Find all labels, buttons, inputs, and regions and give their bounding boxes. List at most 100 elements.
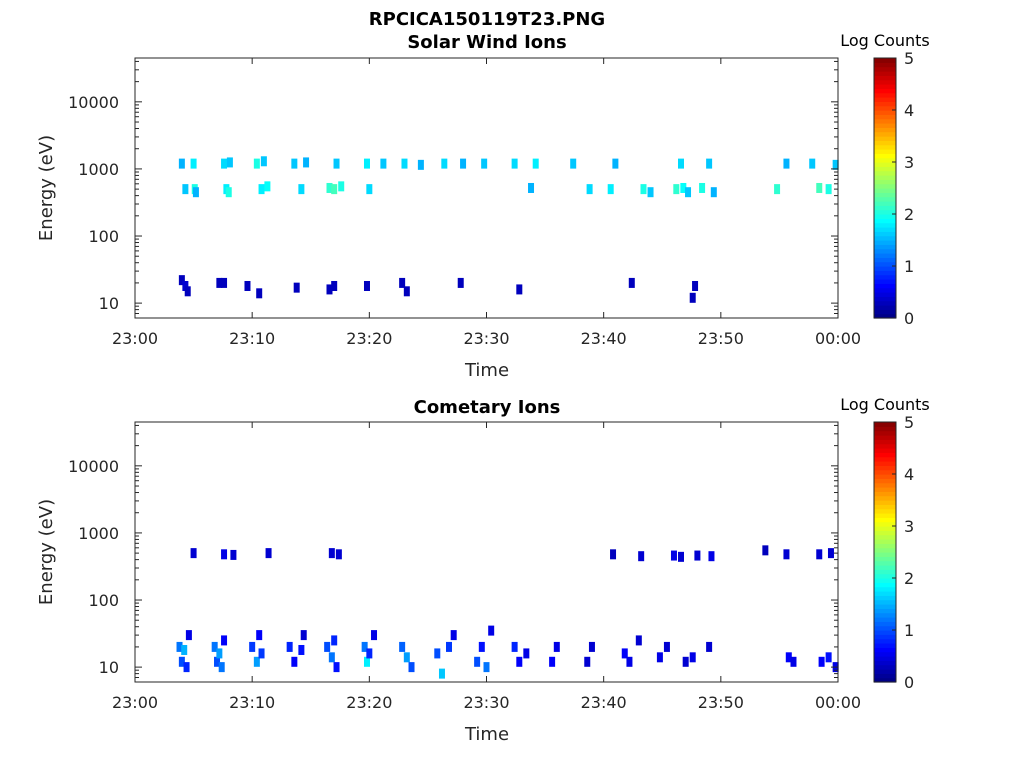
panel-cometary: Cometary Ions 23:00 23:10 23:20 23:30 23:40 2… bbox=[36, 395, 930, 745]
heatmap-cell bbox=[692, 280, 699, 291]
colorbar-segment bbox=[874, 79, 896, 85]
heatmap-cell bbox=[361, 641, 368, 652]
heatmap-cell bbox=[256, 630, 263, 641]
x-tick-label: 23:50 bbox=[698, 329, 744, 348]
y-axis-label: Energy (eV) bbox=[36, 135, 57, 241]
colorbar-segment bbox=[874, 101, 896, 107]
heatmap-cell bbox=[221, 158, 228, 169]
colorbar-tick-label: 4 bbox=[904, 465, 914, 484]
colorbar-segment bbox=[874, 261, 896, 267]
heatmap-cell bbox=[190, 548, 197, 559]
heatmap-cell bbox=[333, 662, 340, 673]
colorbar-segment bbox=[874, 491, 896, 497]
colorbar-segment bbox=[874, 630, 896, 635]
heatmap-cell bbox=[626, 656, 633, 667]
y-tick-label: 10000 bbox=[68, 457, 119, 476]
heatmap-cell bbox=[516, 656, 523, 667]
colorbar-segment bbox=[874, 543, 896, 549]
heatmap-cell bbox=[549, 656, 556, 667]
heatmap-cell bbox=[331, 280, 338, 291]
heatmap-cell bbox=[689, 292, 696, 303]
heatmap-cell bbox=[176, 641, 183, 652]
colorbar-segment bbox=[874, 643, 896, 648]
colorbar-segment bbox=[874, 149, 896, 154]
colorbar-segment bbox=[874, 222, 896, 228]
heatmap-cell bbox=[809, 158, 816, 169]
colorbar-segment bbox=[874, 443, 896, 449]
colorbar-segment bbox=[874, 114, 896, 120]
heatmap-cell bbox=[706, 641, 713, 652]
colorbar-segment bbox=[874, 131, 896, 137]
colorbar-tick-label: 1 bbox=[904, 621, 914, 640]
heatmap-cell bbox=[366, 184, 373, 195]
y-tick-label: 100 bbox=[88, 227, 119, 246]
heatmap-cell bbox=[816, 182, 823, 193]
heatmap-cell bbox=[338, 181, 345, 192]
heatmap-cell bbox=[528, 182, 535, 193]
colorbar-segment bbox=[874, 599, 896, 605]
colorbar-segment bbox=[874, 296, 896, 302]
colorbar-segment bbox=[874, 248, 896, 254]
colorbar-tick-label: 2 bbox=[904, 569, 914, 588]
heatmap-cell bbox=[628, 277, 635, 288]
colorbar-segment bbox=[874, 175, 896, 180]
heatmap-cell bbox=[216, 277, 223, 288]
heatmap-cell bbox=[682, 656, 689, 667]
colorbar-segment bbox=[874, 586, 896, 592]
colorbar-segment bbox=[874, 227, 896, 232]
heatmap-cell bbox=[511, 641, 518, 652]
colorbar-segment bbox=[874, 478, 896, 484]
heatmap-cell bbox=[403, 286, 410, 297]
heatmap-cell bbox=[474, 656, 481, 667]
colorbar-segment bbox=[874, 625, 896, 631]
colorbar-segment bbox=[874, 426, 896, 432]
heatmap-cell bbox=[249, 641, 256, 652]
colorbar-segment bbox=[874, 638, 896, 644]
heatmap-cell bbox=[214, 656, 221, 667]
colorbar-label: Log Counts bbox=[840, 31, 930, 50]
heatmap-cell bbox=[324, 641, 331, 652]
colorbar-segment bbox=[874, 660, 896, 666]
x-tick-label: 23:10 bbox=[229, 329, 275, 348]
colorbar-segment bbox=[874, 274, 896, 280]
colorbar-segment bbox=[874, 656, 896, 661]
colorbar-segment bbox=[874, 556, 896, 562]
heatmap-cell bbox=[483, 662, 490, 673]
heatmap-cell bbox=[607, 184, 614, 195]
colorbar-segment bbox=[874, 92, 896, 98]
colorbar-segment bbox=[874, 287, 896, 293]
colorbar-segment bbox=[874, 448, 896, 453]
heatmap-cell bbox=[677, 551, 684, 562]
colorbar-tick-label: 0 bbox=[904, 673, 914, 692]
heatmap-cell bbox=[363, 158, 370, 169]
heatmap-cell bbox=[488, 625, 495, 636]
x-tick-label: 23:20 bbox=[346, 693, 392, 712]
heatmap-cell bbox=[783, 158, 790, 169]
heatmap-cell bbox=[328, 548, 335, 559]
panel-title-cometary: Cometary Ions bbox=[414, 397, 561, 418]
heatmap-cell bbox=[478, 641, 485, 652]
axes-solar-wind: 23:00 23:10 23:20 23:30 23:40 23:50 00:00 10 100… bbox=[68, 58, 861, 348]
heatmap-cell bbox=[621, 648, 628, 659]
heatmap-cell bbox=[363, 280, 370, 291]
colorbar-segment bbox=[874, 521, 896, 527]
heatmap-cell bbox=[584, 656, 591, 667]
colorbar-segment bbox=[874, 608, 896, 614]
heatmap-cell bbox=[181, 644, 188, 655]
colorbar-segment bbox=[874, 673, 896, 679]
heatmap-cell bbox=[710, 187, 717, 198]
colorbar-segment bbox=[874, 283, 896, 289]
colorbar-segment bbox=[874, 209, 896, 215]
heatmap-cell bbox=[399, 277, 406, 288]
colorbar-segment bbox=[874, 75, 896, 81]
colorbar-segment bbox=[874, 621, 896, 627]
heatmap-cell bbox=[230, 549, 237, 560]
heatmap-cell bbox=[333, 158, 340, 169]
colorbar-segment bbox=[874, 435, 896, 440]
heatmap-cell bbox=[300, 630, 307, 641]
heatmap-cell bbox=[328, 652, 335, 663]
heatmap-cell bbox=[790, 656, 797, 667]
colorbar-segment bbox=[874, 136, 896, 141]
heatmap-cell bbox=[570, 158, 577, 169]
